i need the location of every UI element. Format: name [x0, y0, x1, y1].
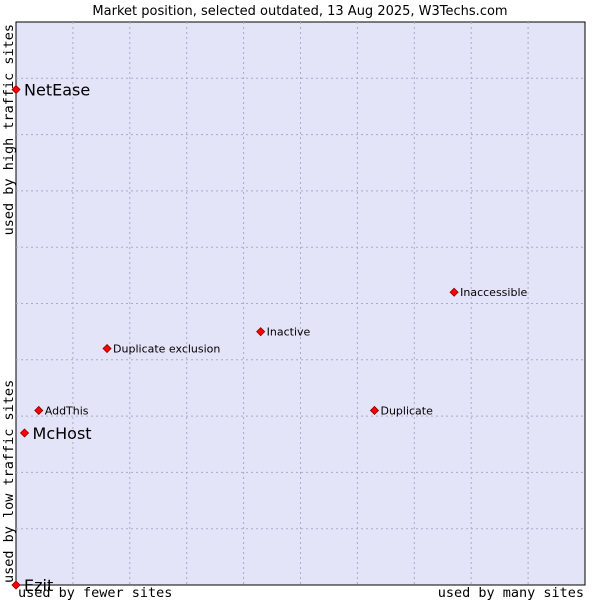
point-label-duplicate-exclusion: Duplicate exclusion: [113, 343, 220, 356]
point-label-duplicate: Duplicate: [380, 404, 433, 417]
x-axis-label-right: used by many sites: [438, 585, 584, 600]
point-label-mchost: McHost: [33, 424, 92, 443]
point-marker-duplicate: [369, 405, 380, 416]
point-label-ezit: Ezit: [24, 576, 53, 595]
y-axis-label-bottom: used by low traffic sites: [1, 380, 17, 583]
x-axis-label-left: used by fewer sites: [18, 585, 172, 600]
point-marker-duplicate-exclusion: [102, 343, 112, 354]
point-label-inactive: Inactive: [267, 326, 311, 339]
point-label-inaccessible: Inaccessible: [460, 286, 527, 299]
point-marker-inaccessible: [449, 287, 459, 297]
point-marker-inactive: [256, 327, 266, 337]
chart-title: Market position, selected outdated, 13 A…: [92, 4, 507, 19]
point-marker-addthis: [34, 405, 44, 416]
point-marker-ezit: [11, 580, 21, 590]
data-points: NetEase Inaccessible Inactive Duplicate exc…: [11, 81, 528, 595]
y-axis-label-top: used by high traffic sites: [1, 24, 17, 235]
point-label-netease: NetEase: [24, 81, 90, 100]
point-marker-mchost: [19, 428, 30, 438]
grid-lines: [16, 22, 585, 585]
point-label-addthis: AddThis: [45, 404, 89, 417]
point-marker-netease: [11, 84, 21, 95]
